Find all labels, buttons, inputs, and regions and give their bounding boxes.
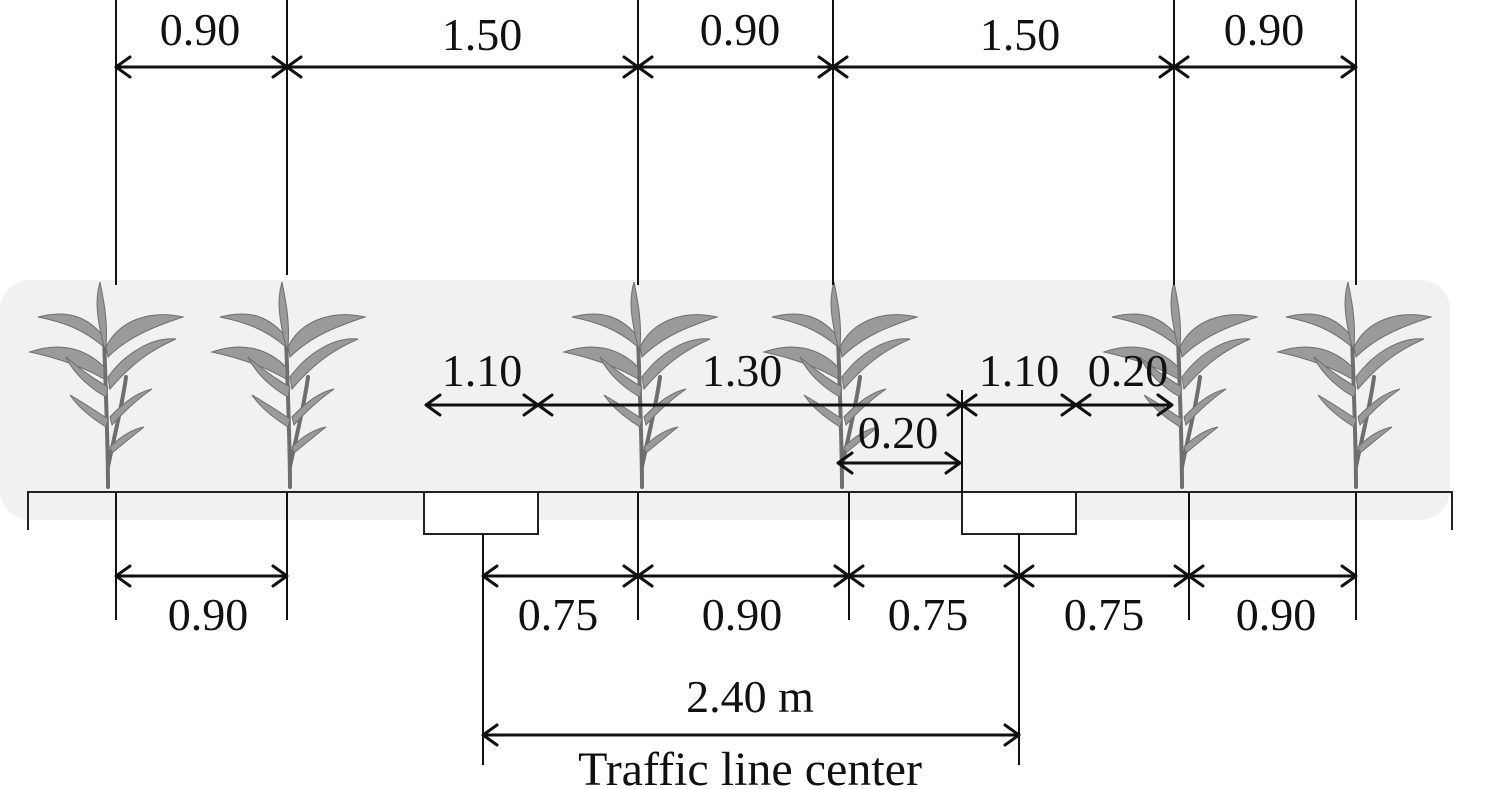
track-width-label: 2.40 m (686, 671, 814, 722)
wheel-dim-label: 1.10 (442, 345, 523, 396)
top-dim-label: 0.90 (160, 4, 241, 55)
wheel-dim-label: 1.30 (702, 345, 783, 396)
bottom-dim-label: 0.75 (518, 589, 599, 640)
ground-line-right (1076, 491, 1453, 530)
diagram-caption: Traffic line center (578, 743, 922, 789)
bottom-extension-lines (115, 492, 1357, 765)
wheel-track-left (423, 491, 539, 535)
top-extension-lines (115, 0, 1357, 285)
wheel-dim-label: 0.20 (858, 407, 939, 458)
wheel-dim-label: 0.20 (1088, 345, 1169, 396)
top-dim-label: 0.90 (1224, 4, 1305, 55)
top-dim-label: 1.50 (442, 9, 523, 60)
wheel-row-arrows (424, 390, 1174, 492)
bottom-dimension-arrows (114, 564, 1358, 588)
wheel-track-right (961, 491, 1077, 535)
track-width-arrow (481, 723, 1021, 747)
ground-line-left (27, 491, 424, 530)
bottom-dim-label: 0.90 (168, 589, 249, 640)
top-dim-label: 0.90 (700, 4, 781, 55)
bottom-dim-label: 0.90 (702, 589, 783, 640)
bottom-dim-label: 0.90 (1236, 589, 1317, 640)
top-dim-label: 1.50 (980, 9, 1061, 60)
top-dimension-arrows (114, 55, 1358, 79)
background-band (0, 280, 1450, 520)
wheel-dim-label: 1.10 (979, 345, 1060, 396)
bottom-dim-label: 0.75 (888, 589, 969, 640)
bottom-dim-label: 0.75 (1064, 589, 1145, 640)
